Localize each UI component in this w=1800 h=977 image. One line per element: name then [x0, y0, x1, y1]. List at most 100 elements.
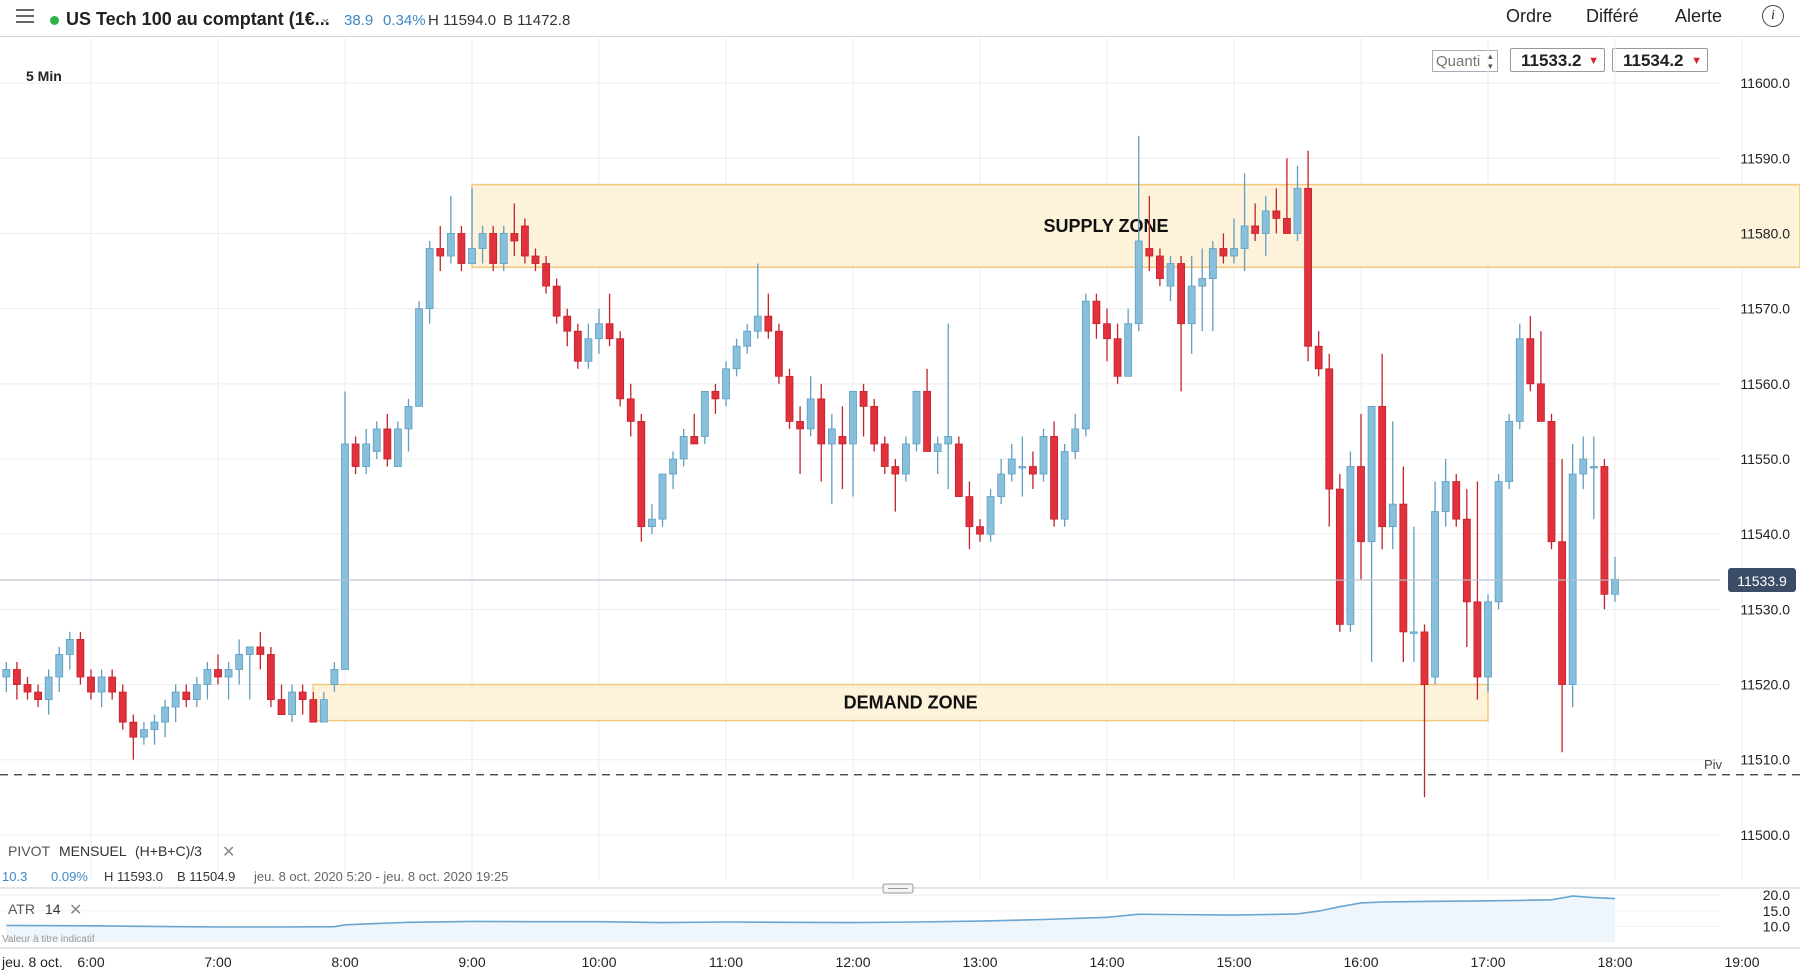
candle-down — [1283, 218, 1291, 234]
candle-down — [531, 255, 540, 264]
demand-zone-box — [312, 683, 1489, 722]
candle-up — [2, 669, 11, 678]
pivot-high: H 11593.0 — [104, 869, 164, 884]
demand-zone-label: DEMAND ZONE — [844, 693, 978, 713]
candle-down — [1219, 248, 1228, 257]
candle-down — [573, 330, 582, 362]
instrument-title[interactable]: US Tech 100 au comptant (1€... — [66, 9, 330, 29]
candle-up — [658, 473, 667, 520]
candle-down — [637, 421, 646, 528]
y-tick-label: 11500.0 — [1740, 827, 1790, 843]
sell-price: 11533.2 — [1521, 51, 1582, 70]
candle-up — [1124, 323, 1133, 377]
candle-down — [510, 233, 519, 242]
candle-up — [446, 233, 455, 257]
candle-down — [965, 496, 974, 528]
change-points: 38.9 — [344, 12, 374, 29]
candle-down — [785, 375, 794, 422]
candle-up — [679, 436, 688, 460]
candle-up — [722, 368, 730, 400]
candle-up — [1230, 248, 1238, 257]
candle-up — [150, 721, 159, 731]
sell-price-button[interactable]: 11533.2 ▼ — [1510, 48, 1605, 72]
candle-up — [902, 443, 910, 475]
chevron-down-icon[interactable]: ⌄ — [320, 10, 331, 25]
candle-up — [1018, 466, 1027, 469]
top-bar: US Tech 100 au comptant (1€... ⌄ 38.9 0.… — [0, 0, 1800, 37]
candle-down — [267, 654, 275, 700]
atr-y-tick-label: 10.0 — [1763, 918, 1790, 934]
y-tick-label: 11580.0 — [1740, 225, 1790, 241]
candle-up — [1198, 278, 1207, 287]
candle-down — [923, 390, 931, 452]
candle-up — [827, 428, 836, 445]
candle-up — [1579, 458, 1588, 475]
candle-up — [986, 496, 995, 535]
delayed-button[interactable]: Différé — [1586, 6, 1639, 26]
supply-zone-label: SUPPLY ZONE — [1043, 216, 1168, 236]
candle-up — [203, 669, 212, 685]
candle-down — [118, 691, 127, 723]
info-icon[interactable]: i — [1762, 5, 1784, 27]
candle-up — [1388, 503, 1397, 528]
candle-up — [912, 390, 921, 445]
close-icon[interactable]: ✕ — [222, 844, 236, 861]
pivot-period: MENSUEL — [59, 843, 127, 859]
candle-up — [1431, 511, 1439, 678]
candle-up — [584, 338, 593, 362]
x-tick-label: 7:00 — [204, 954, 231, 970]
hamburger-menu-icon[interactable] — [16, 9, 34, 25]
candle-down — [817, 398, 826, 445]
candle-down — [954, 443, 963, 497]
candle-up — [171, 691, 180, 708]
candle-up — [753, 315, 762, 332]
candle-up — [1208, 248, 1217, 279]
alert-button[interactable]: Alerte — [1675, 6, 1723, 26]
candle-down — [605, 323, 614, 340]
candle-up — [1166, 263, 1175, 287]
close-icon[interactable]: ✕ — [69, 902, 83, 919]
candle-up — [235, 654, 244, 670]
candle-up — [743, 330, 752, 347]
candle-up — [341, 443, 349, 670]
atr-name: ATR — [8, 901, 35, 917]
candle-down — [457, 233, 466, 264]
candle-up — [1367, 405, 1376, 543]
candle-down — [521, 225, 529, 257]
atr-period: 14 — [45, 901, 61, 917]
candle-up — [1293, 187, 1302, 234]
candle-down — [489, 233, 498, 264]
timeframe-label[interactable]: 5 Min — [26, 68, 62, 84]
pivot-value: 10.3 — [2, 869, 28, 884]
candle-down — [1272, 210, 1281, 219]
candle-down — [1526, 338, 1535, 385]
candle-up — [65, 639, 74, 655]
pivot-low: B 11504.9 — [177, 869, 236, 884]
change-percent: 0.34% — [383, 12, 426, 29]
candle-down — [1547, 421, 1556, 543]
buy-price-button[interactable]: 11534.2 ▼ — [1612, 48, 1708, 72]
x-tick-label: 19:00 — [1724, 954, 1759, 970]
candle-up — [55, 654, 64, 678]
y-tick-label: 11530.0 — [1740, 601, 1790, 617]
candle-down — [1399, 503, 1408, 633]
down-arrow-icon: ▼ — [1691, 55, 1702, 67]
quantity-input[interactable] — [1432, 50, 1498, 72]
candle-up — [372, 428, 381, 452]
current-price-tag — [1728, 568, 1796, 593]
candle-down — [552, 285, 561, 317]
candle-down — [1537, 383, 1545, 422]
pivot-formula: (H+B+C)/3 — [135, 843, 202, 859]
candle-up — [997, 473, 1006, 497]
candle-down — [23, 684, 32, 693]
candle-down — [1420, 631, 1429, 685]
candle-up — [499, 233, 508, 264]
atr-line — [6, 895, 1616, 928]
quantity-stepper-icon[interactable]: ▴ ▾ — [1488, 51, 1493, 71]
order-button[interactable]: Ordre — [1506, 6, 1553, 26]
candle-up — [648, 518, 656, 528]
buy-price: 11534.2 — [1623, 51, 1684, 70]
candle-up — [288, 691, 296, 716]
candle-down — [1325, 368, 1334, 490]
